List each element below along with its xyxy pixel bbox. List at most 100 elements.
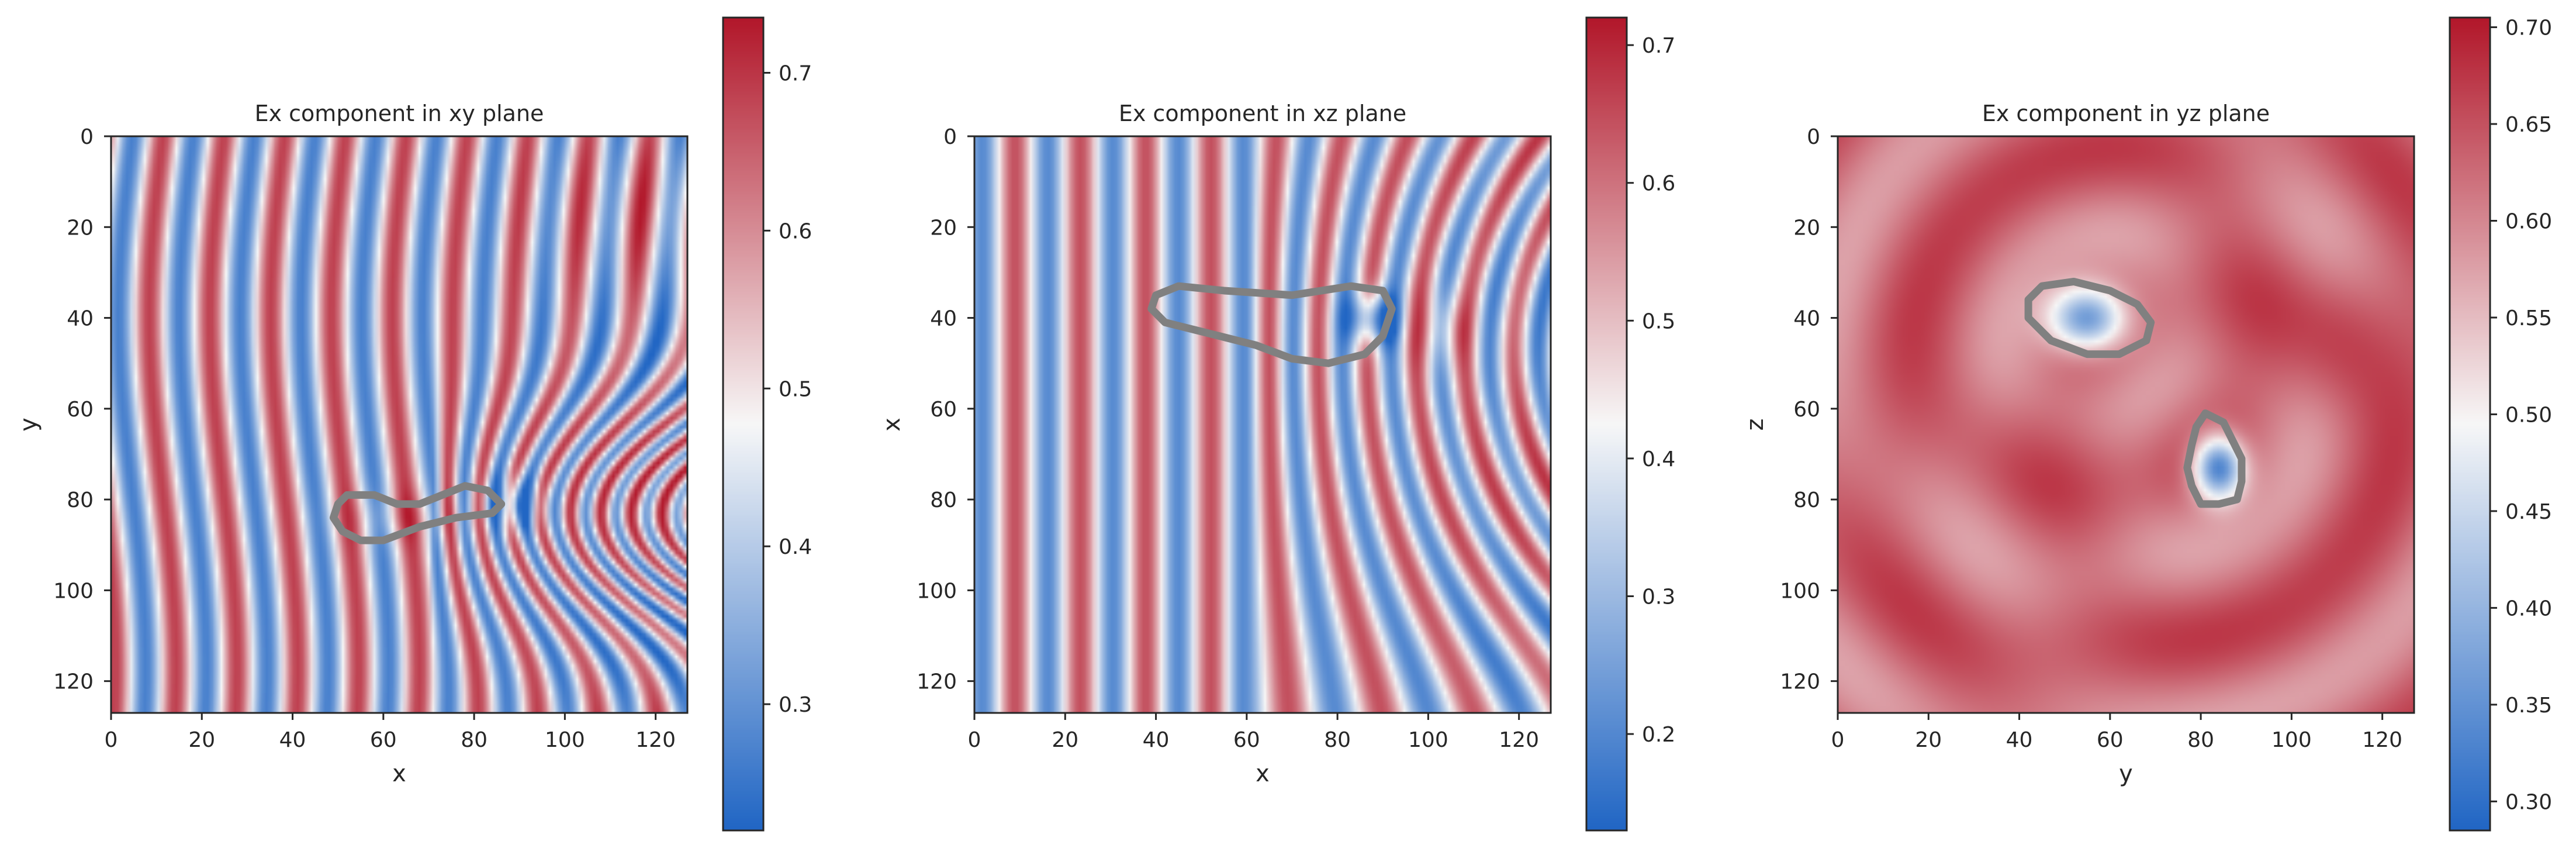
- x-ticks-yz: 0 20 40 60 80 100 120: [1831, 713, 2402, 752]
- colorbar-tick-label: 0.2: [1642, 723, 1675, 747]
- colorbar-ticks-yz: 0.30 0.35 0.40 0.45 0.50 0.55 0.60 0.65 0.70: [2490, 16, 2552, 814]
- colorbar-frame-xz: [1585, 16, 1628, 832]
- y-tick-label: 20: [1793, 216, 1820, 240]
- x-tick-label: 120: [635, 728, 676, 752]
- x-tick-label: 0: [105, 728, 118, 752]
- colorbar-frame-yz: [2449, 16, 2491, 832]
- x-tick-label: 120: [1499, 728, 1539, 752]
- y-tick-label: 60: [1793, 398, 1820, 422]
- y-tick-label: 20: [930, 216, 957, 240]
- colorbar-tick-label: 0.7: [779, 61, 812, 85]
- colorbar-tick-label: 0.4: [1642, 447, 1675, 471]
- colorbar-tick-label: 0.45: [2505, 500, 2552, 524]
- x-tick-label: 20: [1915, 728, 1942, 752]
- y-ticks-yz: 0 20 40 60 80 100 120: [1780, 125, 1838, 694]
- y-tick-label: 100: [53, 579, 94, 603]
- y-axis-label-xz: x: [879, 418, 905, 432]
- x-tick-label: 40: [1143, 728, 1170, 752]
- heatmap-xz: [974, 136, 1551, 713]
- colorbar-frame-xy: [722, 16, 765, 832]
- x-tick-label: 20: [188, 728, 215, 752]
- colorbar-tick-label: 0.5: [779, 377, 812, 401]
- colorbar-xz: [1586, 18, 1627, 830]
- y-tick-label: 120: [53, 670, 94, 694]
- axes-frame-xy: [110, 135, 689, 714]
- panel-xz: Ex component in xz plane 0 20 40 60 80 100 120…: [879, 16, 1675, 832]
- contours-xz: [1147, 282, 1396, 367]
- x-tick-label: 100: [545, 728, 585, 752]
- x-tick-label: 40: [2006, 728, 2033, 752]
- y-tick-label: 100: [917, 579, 957, 603]
- colorbar-tick-label: 0.55: [2505, 306, 2552, 330]
- colorbar-yz: [2450, 18, 2490, 830]
- colorbar-ticks-xz: 0.2 0.3 0.4 0.5 0.6 0.7: [1627, 34, 1675, 747]
- colorbar-tick-label: 0.35: [2505, 694, 2552, 718]
- plot-title-xz: Ex component in xz plane: [1119, 101, 1406, 126]
- x-tick-label: 60: [1233, 728, 1260, 752]
- y-tick-label: 80: [67, 488, 94, 512]
- y-tick-label: 0: [943, 125, 957, 149]
- y-tick-label: 120: [917, 670, 957, 694]
- x-tick-label: 20: [1052, 728, 1078, 752]
- heatmap-yz: [1838, 136, 2414, 713]
- x-tick-label: 100: [2271, 728, 2312, 752]
- panel-yz: Ex component in yz plane 0 20 40 60 80 100 120…: [1742, 16, 2552, 832]
- contours-xy: [329, 482, 506, 544]
- y-tick-label: 80: [1793, 488, 1820, 512]
- x-axis-label-xy: x: [392, 760, 406, 787]
- y-tick-label: 0: [1807, 125, 1820, 149]
- plot-title-yz: Ex component in yz plane: [1982, 101, 2270, 126]
- colorbar-tick-label: 0.3: [779, 693, 812, 717]
- y-tick-label: 20: [67, 216, 94, 240]
- x-tick-label: 120: [2362, 728, 2402, 752]
- colorbar-tick-label: 0.50: [2505, 403, 2552, 427]
- y-axis-label-yz: z: [1742, 419, 1769, 431]
- contour-0: [2024, 277, 2155, 358]
- contour-0: [329, 482, 506, 544]
- x-tick-label: 80: [2187, 728, 2214, 752]
- y-tick-label: 0: [80, 125, 94, 149]
- y-ticks-xz: 0 20 40 60 80 100 120: [917, 125, 974, 694]
- axes-frame-xz: [973, 135, 1552, 714]
- colorbar-tick-label: 0.4: [779, 535, 812, 559]
- x-tick-label: 100: [1408, 728, 1448, 752]
- colorbar-tick-label: 0.70: [2505, 16, 2552, 40]
- colorbar-ticks-xy: 0.3 0.4 0.5 0.6 0.7: [763, 61, 812, 717]
- colorbar-tick-label: 0.6: [779, 219, 812, 243]
- contour-0: [1147, 282, 1396, 367]
- heatmap-xy: [111, 136, 687, 713]
- x-tick-label: 0: [968, 728, 981, 752]
- colorbar-tick-label: 0.40: [2505, 597, 2552, 621]
- plot-title-xy: Ex component in xy plane: [255, 101, 544, 126]
- x-tick-label: 60: [370, 728, 397, 752]
- colorbar-tick-label: 0.5: [1642, 309, 1675, 333]
- axes-frame-yz: [1837, 135, 2415, 714]
- x-tick-label: 0: [1831, 728, 1845, 752]
- y-tick-label: 40: [930, 307, 957, 331]
- y-tick-label: 60: [930, 398, 957, 422]
- contours-yz: [2024, 277, 2246, 508]
- panel-xy: Ex component in xy plane 0 20 40 60 80 100 120…: [15, 16, 812, 832]
- y-tick-label: 100: [1780, 579, 1820, 603]
- colorbar-tick-label: 0.3: [1642, 585, 1675, 609]
- x-ticks-xz: 0 20 40 60 80 100 120: [968, 713, 1539, 752]
- x-tick-label: 40: [279, 728, 306, 752]
- colorbar-tick-label: 0.30: [2505, 790, 2552, 814]
- y-tick-label: 60: [67, 398, 94, 422]
- y-tick-label: 120: [1780, 670, 1820, 694]
- x-axis-label-yz: y: [2119, 760, 2133, 787]
- colorbar-xy: [723, 18, 763, 830]
- x-tick-label: 80: [461, 728, 487, 752]
- x-tick-label: 60: [2097, 728, 2124, 752]
- x-ticks-xy: 0 20 40 60 80 100 120: [105, 713, 676, 752]
- colorbar-tick-label: 0.60: [2505, 210, 2552, 234]
- colorbar-tick-label: 0.6: [1642, 172, 1675, 196]
- x-tick-label: 80: [1324, 728, 1351, 752]
- colorbar-tick-label: 0.7: [1642, 34, 1675, 58]
- contour-1: [2183, 409, 2246, 508]
- colorbar-tick-label: 0.65: [2505, 113, 2552, 137]
- y-tick-label: 80: [930, 488, 957, 512]
- y-tick-label: 40: [67, 307, 94, 331]
- y-ticks-xy: 0 20 40 60 80 100 120: [53, 125, 111, 694]
